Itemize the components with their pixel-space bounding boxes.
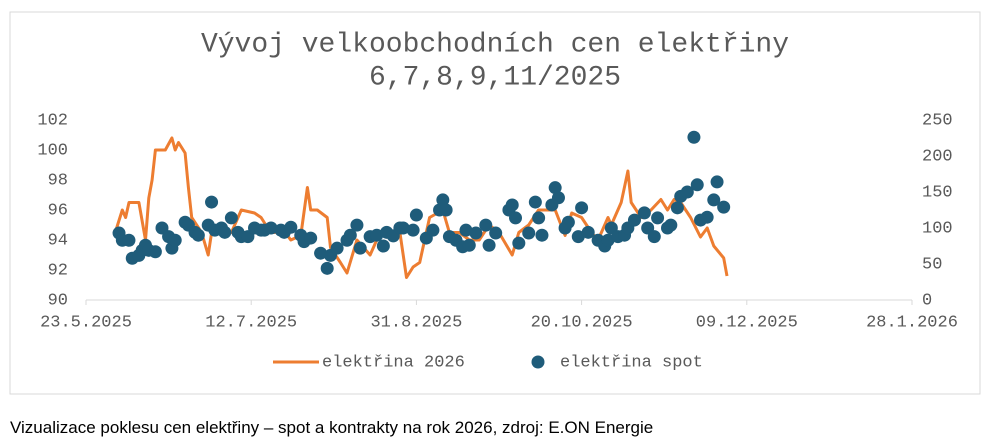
scatter-point	[548, 181, 562, 195]
scatter-point	[396, 221, 410, 235]
x-tick-label: 23.5.2025	[40, 313, 132, 332]
scatter-point	[320, 261, 334, 275]
y-tick-label: 102	[37, 111, 68, 130]
scatter-point	[717, 200, 731, 214]
scatter-point	[218, 225, 232, 239]
scatter-point	[148, 245, 162, 259]
scatter-point	[376, 239, 390, 253]
scatter-point	[489, 226, 503, 240]
scatter-point	[700, 210, 714, 224]
scatter-point	[224, 211, 238, 225]
scatter-point	[687, 130, 701, 144]
scatter-point	[353, 241, 367, 255]
x-tick-label: 31.8.2025	[370, 313, 462, 332]
scatter-point	[690, 178, 704, 192]
scatter-point	[479, 218, 493, 232]
chart: Vývoj velkoobchodních cen elektřiny 6,7,…	[9, 11, 981, 395]
scatter-point	[439, 203, 453, 217]
scatter-point	[710, 175, 724, 189]
scatter-point	[459, 223, 473, 237]
scatter-point	[707, 193, 721, 207]
scatter-point	[168, 233, 182, 247]
y-tick-label: 100	[37, 141, 68, 160]
scatter-point	[575, 201, 589, 215]
scatter-point	[535, 228, 549, 242]
scatter-point	[505, 198, 519, 212]
scatter-point	[482, 238, 496, 252]
legend-swatch	[531, 355, 545, 369]
scatter-point	[647, 230, 661, 244]
caption: Vizualizace poklesu cen elektřiny – spot…	[10, 418, 654, 437]
y-tick-label: 94	[48, 231, 68, 250]
y2-tick-label: 50	[922, 255, 942, 274]
y2-tick-label: 150	[922, 183, 953, 202]
y2-tick-label: 200	[922, 147, 953, 166]
scatter-point	[330, 241, 344, 255]
scatter-point	[509, 211, 523, 225]
scatter-point	[670, 201, 684, 215]
scatter-point	[664, 218, 678, 232]
scatter-point	[601, 233, 615, 247]
scatter-point	[191, 228, 205, 242]
chart-frame	[9, 11, 981, 395]
scatter-point	[409, 208, 423, 222]
scatter-point	[350, 218, 364, 232]
y-tick-label: 96	[48, 201, 68, 220]
scatter-point	[512, 236, 526, 250]
scatter-point	[469, 226, 483, 240]
scatter-point	[314, 246, 328, 260]
chart-subtitle: 6,7,8,9,11/2025	[369, 62, 621, 93]
scatter-point	[581, 225, 595, 239]
scatter-point	[522, 226, 536, 240]
scatter-point	[436, 193, 450, 207]
scatter-point	[571, 230, 585, 244]
scatter-point	[122, 233, 136, 247]
scatter-point	[551, 191, 565, 205]
scatter-point	[462, 238, 476, 252]
y2-tick-label: 250	[922, 111, 953, 130]
scatter-point	[370, 228, 384, 242]
scatter-point	[264, 221, 278, 235]
legend-label: elektřina spot	[560, 353, 703, 372]
x-tick-label: 12.7.2025	[205, 313, 297, 332]
scatter-point	[561, 215, 575, 229]
scatter-point	[528, 195, 542, 209]
y-tick-label: 98	[48, 171, 68, 190]
legend-label: elektřina 2026	[322, 353, 465, 372]
scatter-point	[637, 206, 651, 220]
x-tick-label: 28.1.2026	[866, 313, 958, 332]
scatter-point	[304, 231, 318, 245]
scatter-point	[627, 213, 641, 227]
scatter-point	[532, 211, 546, 225]
scatter-point	[343, 228, 357, 242]
scatter-point	[651, 211, 665, 225]
scatter-point	[284, 220, 298, 234]
chart-title: Vývoj velkoobchodních cen elektřiny	[201, 29, 789, 60]
scatter-point	[426, 223, 440, 237]
y2-tick-label: 0	[922, 291, 932, 310]
y-tick-label: 92	[48, 261, 68, 280]
scatter-point	[680, 185, 694, 199]
x-tick-label: 20.10.2025	[531, 313, 633, 332]
scatter-point	[406, 223, 420, 237]
y-tick-label: 90	[48, 291, 68, 310]
y2-tick-label: 100	[922, 219, 953, 238]
x-tick-label: 09.12.2025	[696, 313, 798, 332]
scatter-point	[205, 195, 219, 209]
